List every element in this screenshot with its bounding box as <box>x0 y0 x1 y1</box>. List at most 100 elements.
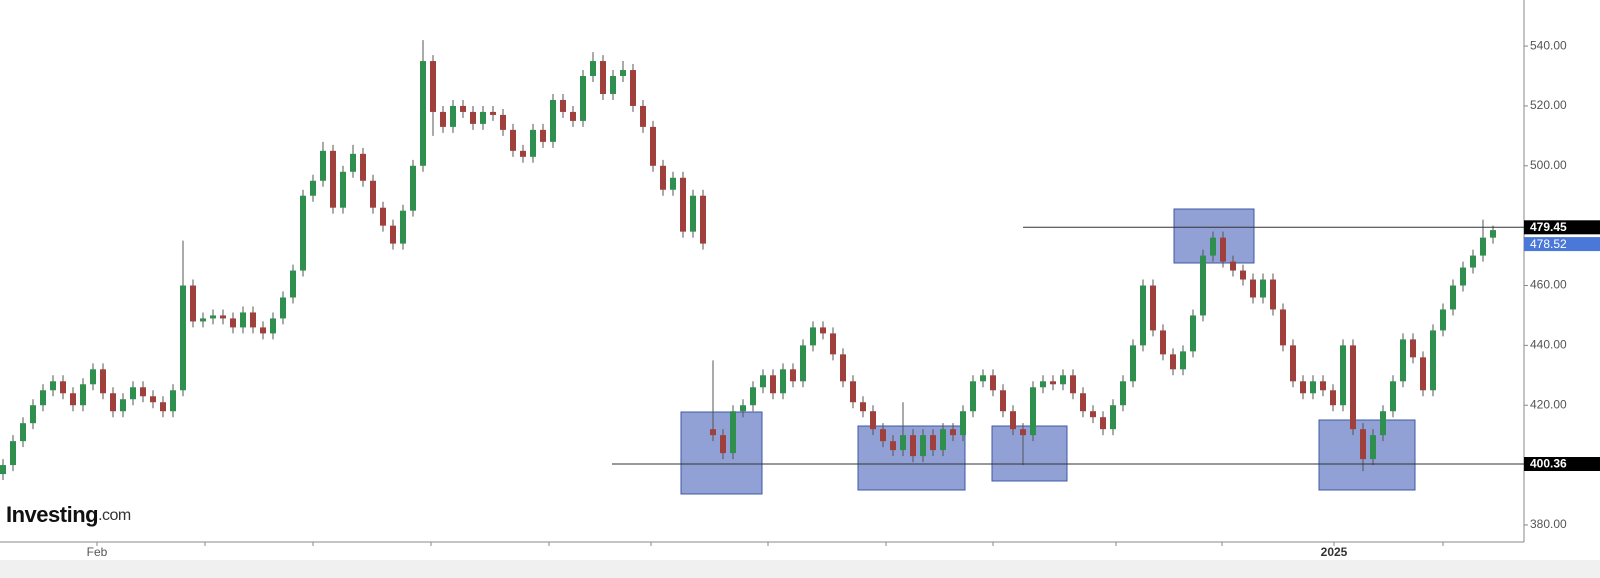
candle-body <box>890 441 896 451</box>
candle-body <box>60 381 66 394</box>
y-tick-label: 380.00 <box>1530 517 1567 531</box>
candle-body <box>1030 387 1036 436</box>
candle-body <box>1060 375 1066 385</box>
candle-body <box>1350 345 1356 430</box>
candle-body <box>80 384 86 406</box>
candle-body <box>170 390 176 412</box>
candle-body <box>710 429 716 436</box>
candle-body <box>120 399 126 412</box>
candle-body <box>210 315 216 319</box>
candle-body <box>740 405 746 412</box>
candle-body <box>690 195 696 232</box>
candle-body <box>220 315 226 319</box>
candle-body <box>1300 381 1306 394</box>
candle-body <box>1270 279 1276 310</box>
candle-body <box>800 345 806 382</box>
candle-body <box>450 105 456 127</box>
candle-body <box>1290 345 1296 382</box>
candle-body <box>1410 339 1416 358</box>
candle-body <box>1250 279 1256 298</box>
candle-body <box>310 180 316 196</box>
candle-body <box>520 150 526 157</box>
candle-body <box>560 99 566 112</box>
candle-body <box>720 435 726 454</box>
candle-body <box>620 70 626 77</box>
candle-body <box>0 465 6 475</box>
candle-body <box>970 381 976 412</box>
candle-body <box>930 435 936 451</box>
candle-body <box>980 375 986 382</box>
y-tick-label: 540.00 <box>1530 38 1567 52</box>
candle-body <box>1320 381 1326 391</box>
candle-body <box>910 435 916 457</box>
candle-body <box>1120 381 1126 406</box>
candle-body <box>1460 267 1466 286</box>
candle-body <box>90 369 96 385</box>
candle-body <box>100 369 106 394</box>
resistance-zone <box>1173 208 1255 264</box>
candle-body <box>480 111 486 124</box>
y-tick-label: 420.00 <box>1530 397 1567 411</box>
candle-body <box>460 105 466 112</box>
candle-body <box>1080 393 1086 412</box>
candle-body <box>550 99 556 142</box>
candle-body <box>240 312 246 328</box>
candle-body <box>950 429 956 436</box>
candle-body <box>830 333 836 355</box>
support-zone <box>991 425 1068 482</box>
candle-body <box>1400 339 1406 382</box>
candle-body <box>1390 381 1396 412</box>
y-tick-label: 460.00 <box>1530 278 1567 292</box>
y-tick-label: 500.00 <box>1530 158 1567 172</box>
logo: Investing.com <box>6 502 131 527</box>
candle-body <box>820 327 826 334</box>
candle-body <box>960 411 966 436</box>
x-tick-label: Feb <box>87 545 108 559</box>
candle-body <box>50 381 56 391</box>
candle-body <box>70 393 76 406</box>
candle-body <box>200 318 206 322</box>
candle-body <box>280 297 286 319</box>
candle-body <box>330 150 336 208</box>
last-price-label: 478.52 <box>1530 237 1567 251</box>
candle-body <box>1070 375 1076 394</box>
candle-body <box>190 285 196 322</box>
candle-body <box>360 153 366 181</box>
candle-body <box>990 375 996 391</box>
candle-body <box>900 435 906 451</box>
candle-body <box>810 327 816 346</box>
candle-body <box>180 285 186 391</box>
candle-body <box>580 76 586 121</box>
candle-body <box>1370 435 1376 460</box>
candle-body <box>350 153 356 172</box>
candle-body <box>10 441 16 466</box>
candle-body <box>1180 351 1186 370</box>
candle-body <box>730 411 736 454</box>
candle-body <box>650 126 656 166</box>
candle-body <box>1340 345 1346 406</box>
candle-body <box>390 225 396 244</box>
candle-body <box>1110 405 1116 430</box>
x-tick-label: 2025 <box>1321 545 1348 559</box>
candle-body <box>30 405 36 424</box>
candle-body <box>670 177 676 190</box>
candle-body <box>760 375 766 388</box>
candle-body <box>110 393 116 412</box>
level-label: 479.45 <box>1530 220 1567 234</box>
candle-body <box>320 150 326 181</box>
candle-body <box>1450 285 1456 310</box>
candle-body <box>850 381 856 403</box>
candle-body <box>1220 237 1226 262</box>
candle-body <box>680 177 686 232</box>
candle-body <box>160 402 166 412</box>
candle-body <box>270 318 276 334</box>
candle-body <box>1440 309 1446 331</box>
candle-body <box>1010 411 1016 430</box>
candle-body <box>380 207 386 226</box>
candle-body <box>250 312 256 328</box>
candle-body <box>1380 411 1386 436</box>
y-tick-label: 440.00 <box>1530 338 1567 352</box>
candle-body <box>870 411 876 430</box>
candle-body <box>600 61 606 94</box>
candle-body <box>1170 354 1176 370</box>
